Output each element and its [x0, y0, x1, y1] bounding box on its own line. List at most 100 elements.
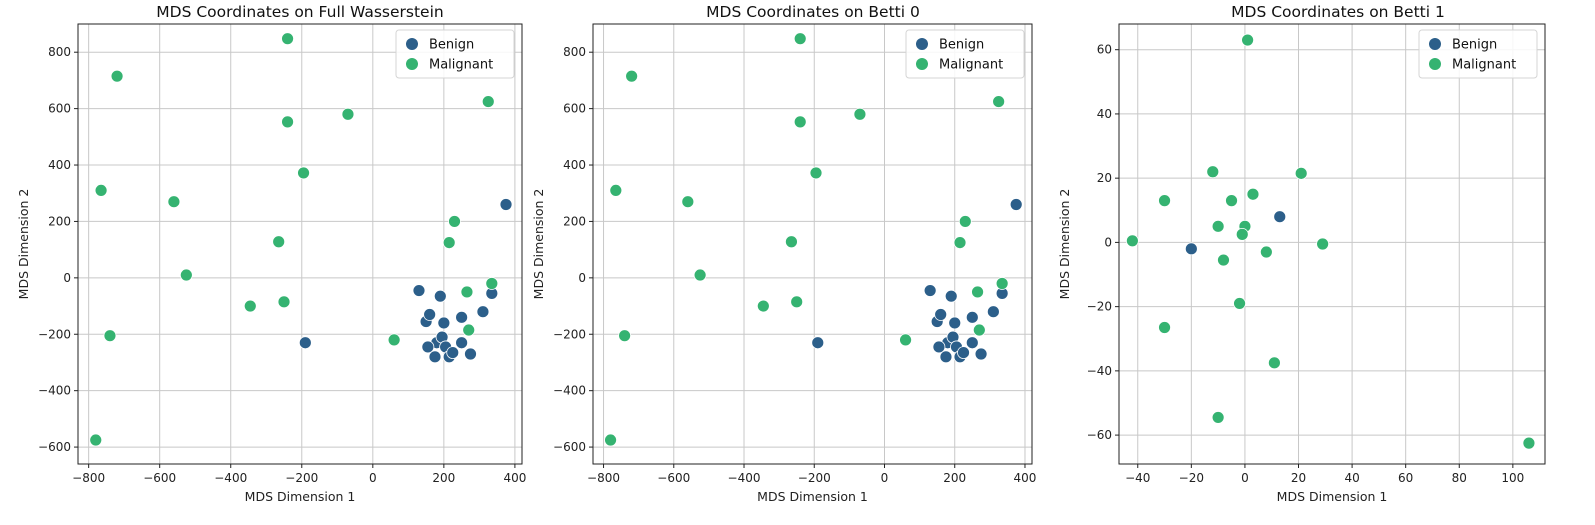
data-point-benign [944, 289, 958, 303]
data-point-malignant [1294, 166, 1308, 180]
data-point-malignant [953, 236, 967, 249]
x-axis-label: MDS Dimension 1 [757, 489, 868, 504]
chart-panel-betti-0: MDS Coordinates on Betti 0 −800 −600 −400 −2… [530, 0, 1050, 525]
data-point-malignant [167, 195, 181, 209]
data-point-malignant [1316, 237, 1330, 251]
data-point-malignant [899, 333, 912, 347]
data-point-malignant [1158, 194, 1171, 208]
x-tick-label: −800 [72, 471, 105, 485]
series-malignant [89, 32, 499, 447]
scatter-chart-svg: MDS Coordinates on Full Wasserstein −800 −… [16, 3, 526, 504]
data-point-malignant [281, 115, 294, 129]
legend-label-malignant: Malignant [429, 58, 493, 73]
x-tick-label: 60 [1398, 471, 1413, 485]
data-point-malignant [1211, 219, 1225, 233]
data-point-benign [437, 316, 451, 330]
data-point-malignant [1211, 411, 1225, 424]
legend-marker-benign [916, 38, 928, 50]
data-point-malignant [625, 69, 639, 83]
data-point-malignant [1158, 321, 1171, 334]
chart-panel-betti-1: MDS Coordinates on Betti 1 −40 −20 0 20 40 60 8… [1050, 0, 1595, 525]
y-axis-label: MDS Dimension 2 [16, 189, 31, 300]
legend-label-benign: Benign [1452, 38, 1497, 53]
chart-title: MDS Coordinates on Betti 0 [706, 3, 920, 21]
legend-marker-benign [406, 38, 418, 50]
data-point-malignant [853, 107, 867, 121]
data-point-malignant [110, 69, 124, 83]
y-tick-label: −60 [1087, 428, 1112, 442]
y-tick-label: 0 [1104, 235, 1112, 249]
data-point-malignant [809, 166, 823, 180]
y-axis-label: MDS Dimension 2 [1057, 189, 1072, 300]
chart-panel-full-wasserstein: MDS Coordinates on Full Wasserstein −800 −… [0, 0, 530, 525]
legend: Benign Malignant [1418, 29, 1538, 79]
y-tick-label: 0 [63, 271, 71, 285]
y-tick-label: 400 [48, 158, 71, 172]
legend-marker-malignant [406, 58, 418, 70]
x-tick-label: −400 [214, 471, 247, 485]
plot-frame [77, 23, 523, 465]
data-point-malignant [297, 166, 310, 180]
data-point-benign [455, 310, 469, 324]
data-point-malignant [1125, 234, 1139, 248]
legend-label-malignant: Malignant [939, 58, 1003, 73]
data-point-malignant [618, 329, 632, 343]
y-tick-label: 600 [48, 102, 71, 116]
x-axis-label: MDS Dimension 1 [245, 489, 356, 504]
series-malignant [1125, 33, 1536, 450]
x-tick-label: 200 [432, 471, 455, 485]
y-tick-label: 0 [578, 271, 586, 285]
data-point-malignant [460, 285, 474, 299]
y-tick-label: 200 [563, 214, 586, 228]
data-point-malignant [995, 277, 1009, 290]
y-tick-label: 600 [563, 102, 586, 116]
y-tick-label: 40 [1097, 107, 1112, 121]
data-point-malignant [681, 195, 695, 209]
data-point-malignant [604, 433, 617, 447]
data-point-benign [499, 198, 513, 211]
data-point-malignant [94, 184, 108, 197]
data-point-malignant [442, 236, 456, 249]
data-point-benign [965, 336, 979, 350]
legend-marker-malignant [1429, 58, 1441, 70]
y-tick-label: −200 [38, 327, 71, 341]
y-tick-label: −400 [38, 384, 71, 398]
data-point-benign [455, 336, 469, 350]
legend-label-malignant: Malignant [1452, 58, 1516, 73]
y-tick-label: 400 [563, 158, 586, 172]
data-point-malignant [790, 295, 804, 309]
y-tick-label: −400 [553, 384, 586, 398]
y-tick-label: 200 [48, 214, 71, 228]
data-point-malignant [1225, 194, 1238, 208]
data-point-malignant [756, 299, 770, 313]
data-point-malignant [462, 323, 476, 337]
x-tick-label: 0 [881, 471, 889, 485]
data-point-benign [939, 350, 953, 364]
data-point-benign [433, 289, 447, 303]
plot-frame [1118, 23, 1546, 465]
data-point-benign [965, 310, 979, 324]
y-tick-label: −200 [553, 327, 586, 341]
chart-title: MDS Coordinates on Betti 1 [1231, 3, 1445, 21]
x-tick-label: −600 [143, 471, 176, 485]
y-tick-label: −40 [1087, 364, 1112, 378]
data-point-benign [974, 347, 988, 361]
x-tick-label: 400 [503, 471, 526, 485]
data-point-benign [1184, 242, 1198, 256]
legend: Benign Malignant [905, 29, 1025, 79]
x-tick-label: −40 [1125, 471, 1150, 485]
data-point-benign [811, 336, 825, 350]
data-point-benign [948, 316, 962, 330]
data-point-malignant [481, 95, 495, 108]
data-point-malignant [1241, 33, 1255, 47]
x-tick-label: 100 [1501, 471, 1524, 485]
series-benign [298, 198, 513, 364]
x-tick-label: −20 [1179, 471, 1204, 485]
x-axis-label: MDS Dimension 1 [1277, 489, 1388, 504]
x-tick-label: 0 [1241, 471, 1249, 485]
data-point-malignant [609, 184, 623, 197]
data-point-malignant [785, 235, 798, 249]
data-point-malignant [277, 295, 291, 309]
data-point-malignant [693, 268, 707, 282]
series-benign [1184, 210, 1287, 256]
